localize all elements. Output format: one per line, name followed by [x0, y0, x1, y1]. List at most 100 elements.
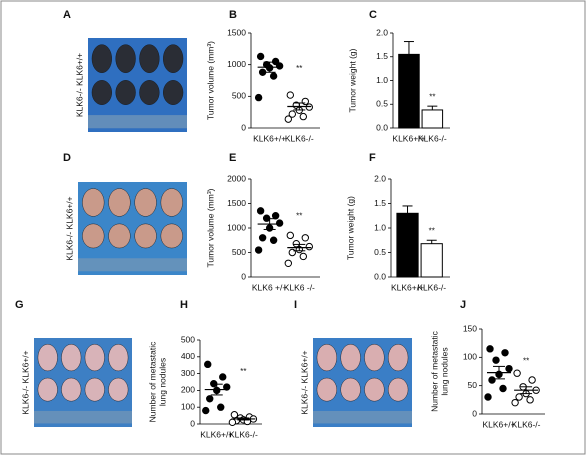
photo-ruler	[78, 258, 187, 272]
data-point	[488, 376, 496, 384]
x-tick-label: KLK6-/-	[285, 133, 314, 143]
tissue-sample	[108, 223, 131, 249]
y-axis-label: lung nodules	[157, 358, 167, 406]
data-point	[305, 242, 313, 251]
tissue-sample	[84, 377, 105, 402]
data-point	[271, 212, 280, 220]
bar	[420, 243, 443, 278]
data-point	[223, 383, 231, 391]
tissue-sample	[91, 44, 112, 73]
bar	[398, 53, 420, 129]
x-tick-label: KLK6+/+	[391, 282, 424, 292]
y-tick-label: 2.0	[374, 173, 386, 183]
y-tick-label: 1000	[227, 222, 246, 232]
tissue-sample	[388, 377, 409, 402]
data-point	[228, 418, 237, 427]
y-tick-label: 1.0	[374, 222, 386, 232]
tissue-sample	[134, 188, 157, 217]
x-tick-label: KLK6+/+	[253, 133, 286, 143]
x-tick-label: KLK6 +/+	[252, 282, 287, 292]
y-tick-label: 50	[468, 380, 478, 390]
data-point	[275, 219, 284, 227]
x-tick-label: KLK6-/-	[229, 429, 258, 439]
data-point	[256, 207, 265, 215]
tissue-sample	[139, 44, 160, 73]
significance: **	[523, 356, 529, 365]
data-point	[269, 236, 278, 244]
y-tick-label: 0	[190, 418, 195, 428]
y-tick-label: 1.0	[376, 75, 388, 85]
data-point	[299, 252, 307, 261]
y-axis-label: Tumor weight (g)	[345, 196, 355, 260]
row-label: KLK6-/- KLK6+/+	[299, 350, 309, 414]
y-axis-label: Tumor volume (mm³)	[205, 41, 215, 120]
y-tick-label: 1.5	[374, 198, 386, 208]
y-tick-label: 200	[181, 385, 195, 395]
y-axis-label: Number of metastatic	[429, 330, 439, 412]
data-point	[286, 231, 294, 240]
tissue-sample	[160, 188, 183, 217]
tissue-sample	[139, 80, 160, 105]
data-point	[492, 356, 500, 364]
x-tick-label: KLK6-/-	[512, 419, 541, 429]
y-axis-label: lung nodules	[439, 347, 449, 395]
data-point	[501, 349, 509, 357]
data-point	[284, 259, 292, 267]
data-point	[511, 398, 519, 407]
data-point	[299, 112, 307, 121]
tissue-sample	[163, 80, 184, 105]
data-point	[210, 379, 218, 388]
tissue-sample	[108, 188, 131, 217]
tissue-sample	[91, 80, 112, 105]
data-point	[515, 393, 523, 401]
row-label: KLK6-/- KLK6+/+	[64, 196, 74, 260]
x-tick-label: KLK6+/+	[200, 429, 233, 439]
tissue-sample	[115, 80, 136, 105]
tissue-sample	[82, 223, 105, 249]
data-point	[484, 393, 492, 401]
bar	[421, 109, 444, 129]
data-point	[286, 91, 294, 99]
y-tick-label: 300	[181, 368, 195, 378]
tissue-sample	[61, 344, 82, 372]
y-tick-label: 2000	[227, 173, 246, 183]
data-point	[505, 364, 513, 373]
tissue-sample	[364, 344, 385, 372]
panel-letter: A	[63, 9, 71, 21]
y-tick-label: 500	[181, 334, 195, 344]
significance: **	[429, 226, 435, 235]
tissue-sample	[82, 188, 105, 217]
x-tick-label: KLK6+/+	[392, 133, 425, 143]
data-point	[217, 403, 225, 411]
data-point	[204, 360, 212, 369]
data-point	[301, 234, 309, 242]
bar	[396, 212, 419, 278]
panel-letter: G	[15, 299, 24, 311]
panel-letter: C	[369, 9, 377, 21]
x-tick-label: KLK6-/-	[417, 282, 446, 292]
panel-letter: E	[229, 152, 236, 164]
data-point	[258, 234, 267, 242]
data-point	[292, 239, 300, 248]
tissue-sample	[37, 344, 58, 372]
y-tick-label: 0	[241, 271, 246, 281]
data-point	[254, 246, 263, 254]
panel-letter: F	[369, 152, 376, 164]
row-label: KLK6-/- KLK6+/+	[74, 53, 84, 117]
x-tick-label: KLK6+/+	[482, 419, 515, 429]
data-point	[206, 395, 214, 403]
tissue-sample	[108, 344, 129, 372]
y-tick-label: 1500	[227, 27, 246, 37]
tissue-sample	[340, 377, 361, 402]
tissue-sample	[316, 344, 337, 372]
data-point	[219, 373, 227, 381]
y-tick-label: 2.0	[376, 27, 388, 37]
tissue-sample	[115, 44, 136, 73]
data-point	[513, 369, 521, 377]
y-tick-label: 0.5	[376, 99, 388, 109]
y-tick-label: 100	[181, 401, 195, 411]
data-point	[499, 384, 507, 393]
data-point	[528, 376, 536, 384]
data-point	[275, 62, 284, 70]
